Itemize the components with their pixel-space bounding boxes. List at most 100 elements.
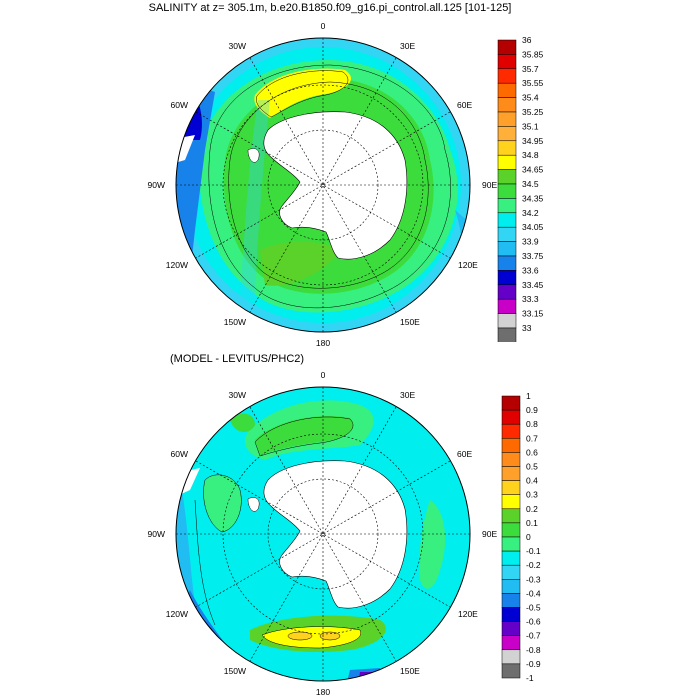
lon-label-150w: 150W <box>224 666 246 676</box>
lon-label-30e: 30E <box>400 41 415 51</box>
lon-label-90e: 90E <box>482 529 497 539</box>
lon-label-90w: 90W <box>148 529 165 539</box>
colorbar-swatch <box>501 593 521 608</box>
lon-label-90w: 90W <box>148 180 165 190</box>
lon-label-120e: 120E <box>458 260 478 270</box>
colorbar-swatch <box>497 313 517 329</box>
colorbar-tick-label: 33.75 <box>522 251 544 261</box>
colorbar-swatch <box>497 198 517 214</box>
lon-label-120e: 120E <box>458 609 478 619</box>
colorbar-tick-label: -0.7 <box>526 631 541 641</box>
colorbar-swatch <box>501 564 521 580</box>
colorbar-swatch <box>501 423 521 439</box>
colorbar-tick-label: -0.2 <box>526 560 541 570</box>
colorbar-swatch <box>501 635 521 651</box>
colorbar-swatch <box>501 536 521 552</box>
colorbar-tick-label: 0.2 <box>526 504 538 514</box>
colorbar-tick-label: 33.45 <box>522 280 544 290</box>
colorbar-swatch <box>501 621 521 636</box>
graticule <box>176 387 470 681</box>
antarctica-landmass <box>263 111 408 260</box>
colorbar-tick-label: 33.6 <box>522 265 539 275</box>
lon-label-60w: 60W <box>171 100 188 110</box>
colorbar-swatch <box>497 255 517 271</box>
colorbar-tick-label: 0 <box>526 532 531 542</box>
colorbar-swatch <box>501 480 521 495</box>
colorbar-swatch <box>501 452 521 467</box>
colorbar-swatch <box>501 550 521 566</box>
lon-label-30w: 30W <box>229 41 246 51</box>
longitude-labels: 0 30E 60E 90E 120E 150E 180 150W 120W 90… <box>148 21 498 348</box>
colorbar-swatch <box>497 54 517 70</box>
colorbar-tick-label: -0.8 <box>526 645 541 655</box>
colorbar-tick-label: 33 <box>522 323 532 333</box>
colorbar-tick-label: 34.95 <box>522 136 544 146</box>
colorbar-swatch <box>501 438 521 453</box>
colorbar-swatch <box>497 327 517 342</box>
colorbar-swatch <box>501 663 521 679</box>
colorbar-tick-label: 35.7 <box>522 64 539 74</box>
colorbar-swatch <box>497 298 517 314</box>
colorbar-swatch <box>497 39 517 55</box>
lon-label-120w: 120W <box>166 609 188 619</box>
colorbar-tick-label: 0.4 <box>526 476 538 486</box>
colorbar-tick-label: -0.5 <box>526 603 541 613</box>
colorbar-tick-label: 0.8 <box>526 419 538 429</box>
colorbar-swatch <box>497 126 517 142</box>
colorbar-tick-label: -0.6 <box>526 617 541 627</box>
map-title-difference: (MODEL - LEVITUS/PHC2) <box>170 353 305 365</box>
colorbar-tick-label: 34.2 <box>522 208 539 218</box>
colorbar-swatch <box>501 466 521 481</box>
lon-label-60e: 60E <box>457 449 472 459</box>
antarctica-landmass <box>263 460 408 609</box>
colorbar-tick-label: 35.1 <box>522 121 539 131</box>
colorbar-tick-label: 33.15 <box>522 309 544 319</box>
contour-lines <box>194 416 361 649</box>
colorbar-swatch <box>497 270 517 286</box>
colorbar-tick-label: 35.4 <box>522 93 539 103</box>
colorbar-swatch <box>497 154 517 170</box>
lon-label-60e: 60E <box>457 100 472 110</box>
colorbar-swatch <box>497 68 517 84</box>
colorbar-tick-label: 33.9 <box>522 237 539 247</box>
lon-label-180: 180 <box>316 338 330 348</box>
polar-stereographic-difference-map: 0 30E 60E 90E 120E 150E 180 150W 120W 90… <box>148 370 498 697</box>
lon-label-120w: 120W <box>166 260 188 270</box>
lon-label-150e: 150E <box>400 317 420 327</box>
lon-label-0: 0 <box>321 21 326 31</box>
colorbar-swatch <box>501 395 521 411</box>
lon-label-60w: 60W <box>171 449 188 459</box>
colorbar-tick-label: 36 <box>522 35 532 45</box>
colorbar-tick-label: 34.05 <box>522 222 544 232</box>
colorbar-swatch <box>497 226 517 242</box>
colorbar-swatch <box>501 579 521 594</box>
colorbar-tick-label: 35.25 <box>522 107 544 117</box>
colorbar-tick-label: 34.35 <box>522 193 544 203</box>
colorbar-tick-label: 0.1 <box>526 518 538 528</box>
colorbar-tick-label: 0.5 <box>526 462 538 472</box>
colorbar-tick-label: 1 <box>526 391 531 401</box>
colorbar-tick-label: -0.3 <box>526 574 541 584</box>
map-boundary <box>175 386 471 682</box>
colorbar-tick-label: 34.65 <box>522 165 544 175</box>
colorbar-swatch <box>497 241 517 257</box>
colorbar-swatch <box>497 169 517 185</box>
colorbar-swatch <box>497 212 517 228</box>
colorbar-swatch <box>497 111 517 127</box>
lon-label-180: 180 <box>316 687 330 697</box>
antarctic-peninsula <box>247 148 260 163</box>
antarctic-peninsula <box>247 497 260 512</box>
colorbar-tick-label: 0.6 <box>526 447 538 457</box>
lon-label-30e: 30E <box>400 390 415 400</box>
lon-label-150w: 150W <box>224 317 246 327</box>
colorbar-tick-label: -0.9 <box>526 659 541 669</box>
colorbar-tick-label: -0.1 <box>526 546 541 556</box>
colorbar-tick-label: 35.85 <box>522 49 544 59</box>
colorbar-swatch <box>497 97 517 113</box>
map-title-salinity: SALINITY at z= 305.1m, b.e20.B1850.f09_g… <box>148 2 512 14</box>
colorbar-swatch <box>497 82 517 98</box>
colorbar-tick-label: 34.5 <box>522 179 539 189</box>
colorbar-swatch <box>497 284 517 300</box>
lon-label-0: 0 <box>321 370 326 380</box>
colorbar-swatch <box>501 508 521 524</box>
